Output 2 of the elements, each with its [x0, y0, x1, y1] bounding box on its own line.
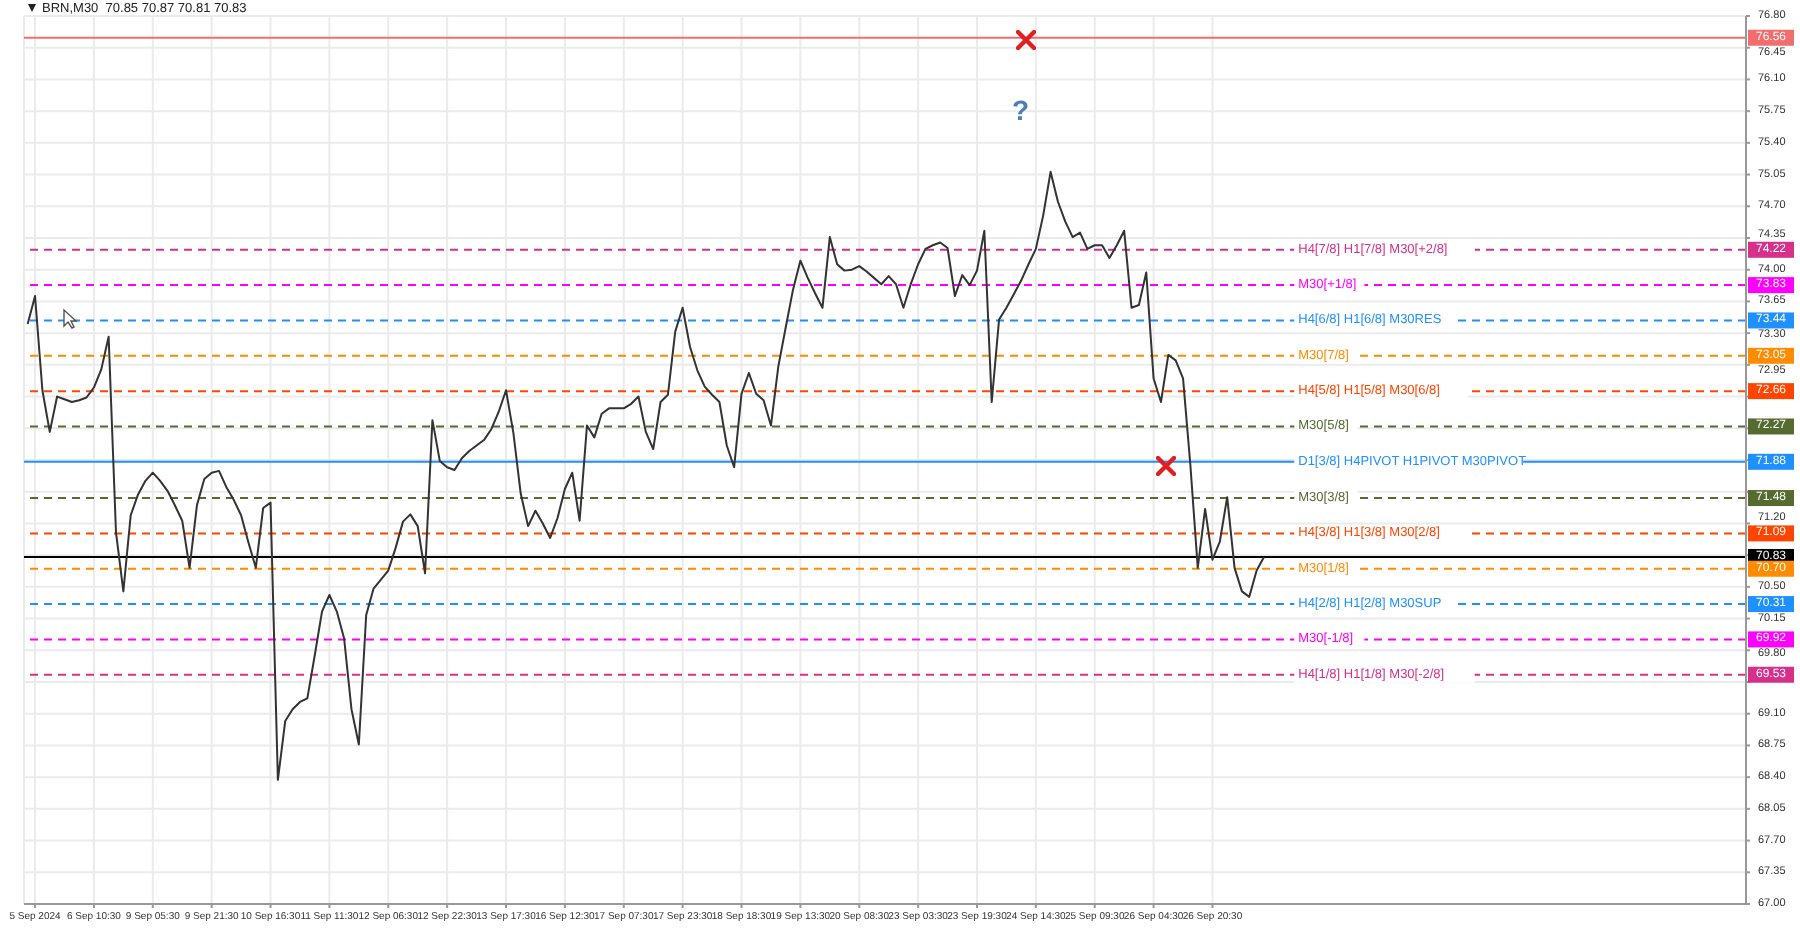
annotation: ? — [1012, 94, 1030, 126]
line-series — [26, 170, 1265, 781]
